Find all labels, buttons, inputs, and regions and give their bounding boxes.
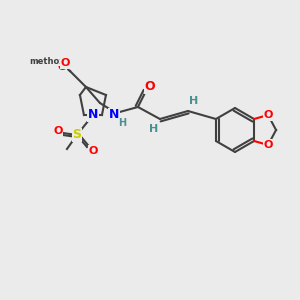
- Text: H: H: [149, 124, 159, 134]
- Text: methoxy: methoxy: [29, 56, 70, 65]
- Text: O: O: [53, 126, 63, 136]
- Text: O: O: [57, 62, 67, 72]
- Text: N: N: [88, 109, 98, 122]
- Text: S: S: [72, 128, 81, 142]
- Text: O: O: [88, 146, 98, 156]
- Text: O: O: [263, 110, 273, 120]
- Text: N: N: [109, 109, 119, 122]
- Text: H: H: [189, 96, 199, 106]
- Text: O: O: [60, 58, 70, 68]
- Text: O: O: [263, 140, 273, 150]
- Text: O: O: [145, 80, 155, 94]
- Text: H: H: [118, 118, 126, 128]
